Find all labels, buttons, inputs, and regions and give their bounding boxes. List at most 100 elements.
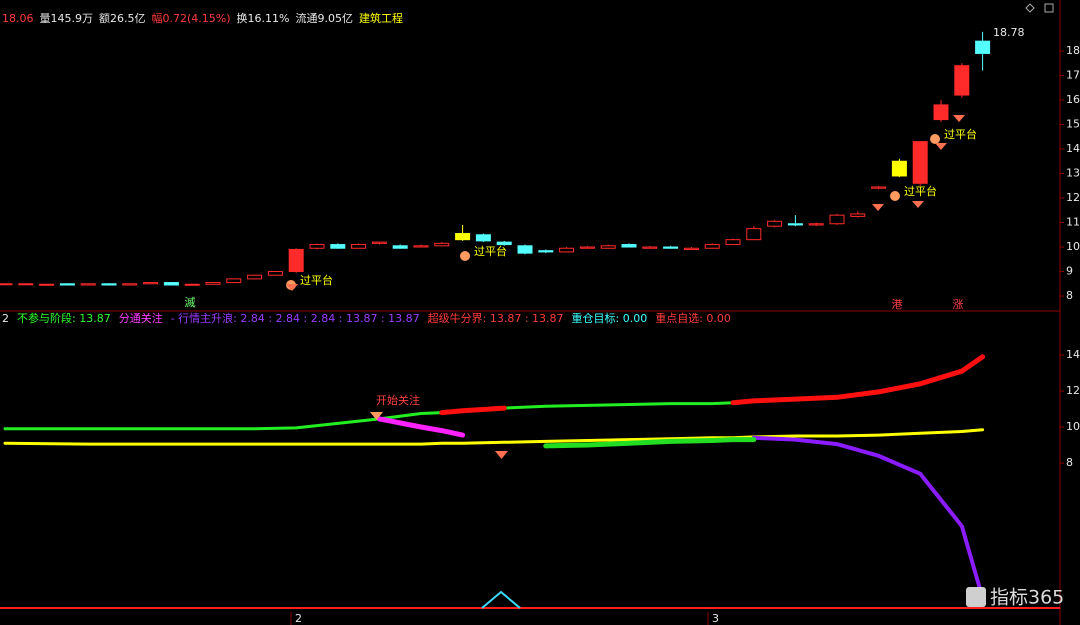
candle-body [39,283,55,286]
candle-body [184,283,200,286]
candle-body [600,245,616,249]
legend-item: 超级牛分界: 13.87 : 13.87 [428,311,564,325]
candle-body [143,282,159,285]
diamond-icon [912,201,924,208]
y-tick-label: 8 [1066,289,1073,302]
candle-body [80,283,96,286]
signal-icon [460,251,470,261]
diamond-icon [935,143,947,150]
y-tick-label: 8 [1066,456,1073,469]
candle-body [309,244,325,249]
candle-body [850,213,866,217]
annotation: 滅 [185,296,196,309]
candle-body [18,283,34,286]
candle-body [59,283,75,286]
legend-item: 不参与阶段: 13.87 [17,311,111,325]
candle-body [517,245,533,254]
candle-body [267,271,283,276]
candle-body [663,246,679,249]
candle-body [371,241,387,244]
candle-body [559,247,575,253]
annotation: 涨 [953,298,964,311]
candle-body [351,244,367,249]
header-item: 幅0.72(4.15%) [152,12,231,25]
candle-body [912,141,928,184]
annotation: 过平台 [904,184,937,198]
candle-body [683,247,699,250]
candle-body [434,242,450,247]
candle-body [767,220,783,227]
y-tick-label: 11 [1066,216,1080,229]
signal-icon [890,191,900,201]
candle-body [746,228,762,241]
candle-body [496,241,512,246]
y-tick-label: 10 [1066,420,1080,433]
indicator-line [439,354,986,416]
candle-body [621,244,637,248]
candle-body [247,274,263,280]
diamond-icon [286,284,298,291]
candle-body [288,248,304,273]
candle-body [226,278,242,284]
header-item: 流通9.05亿 [295,11,353,25]
header-item: 换16.11% [237,11,290,25]
candle-body [0,283,13,286]
candle-body [704,244,720,249]
y-tick-label: 14 [1066,142,1080,155]
y-tick-label: 13 [1066,167,1080,180]
candle-body [579,246,595,249]
candle-body [392,245,408,249]
y-tick-label: 12 [1066,191,1080,204]
y-tick-label: 14 [1066,348,1080,361]
y-tick-label: 9 [1066,265,1073,278]
candle-body [954,65,970,96]
candle-body [205,282,221,285]
y-tick-label: 12 [1066,384,1080,397]
x-tick-label: 3 [712,612,719,625]
header-item: 建筑工程 [359,11,403,25]
candle-body [413,245,429,248]
y-tick-label: 10 [1066,240,1080,253]
indicator-line [3,428,985,446]
diamond-icon [872,204,884,211]
annotation: 过平台 [474,244,507,258]
watermark-icon [966,587,986,607]
annotation: 开始关注 [376,393,420,407]
legend-item: 重点自选: 0.00 [655,311,731,325]
diamond-icon [953,115,965,122]
window-button[interactable] [1044,3,1054,13]
annotation: 港 [892,298,903,311]
candle-body [808,223,824,226]
candle-body [101,283,117,286]
x-tick-label: 2 [295,612,302,625]
signal-icon [495,451,508,459]
header-item: 量145.9万 [40,12,94,25]
candle-body [725,239,741,246]
indicator-line [751,435,985,600]
y-tick-label: 17 [1066,68,1080,81]
legend-item: 2 [2,312,9,325]
y-tick-label: 18 [1066,44,1080,57]
signal-icon [370,412,383,420]
candle-body [122,283,138,286]
candle-body [538,250,554,253]
candle-body [891,160,907,177]
indicator-line [376,416,466,438]
candle-body [475,234,491,242]
watermark: 指标365 [966,587,1064,609]
y-tick-label: 15 [1066,117,1080,130]
legend-item: 分通关注 [119,311,163,325]
candle-body [933,104,949,121]
indicator-line [543,437,757,449]
annotation: 过平台 [300,273,333,287]
y-tick-label: 16 [1066,93,1080,106]
candle-body [455,233,471,241]
settings-icon[interactable] [1025,3,1035,13]
legend-item: - 行情主升浪: 2.84 : 2.84 : 2.84 : 13.87 : 13… [171,311,420,325]
candle-body [330,244,346,249]
candle-body [642,246,658,249]
annotation: 过平台 [944,127,977,141]
signal-icon [930,134,940,144]
